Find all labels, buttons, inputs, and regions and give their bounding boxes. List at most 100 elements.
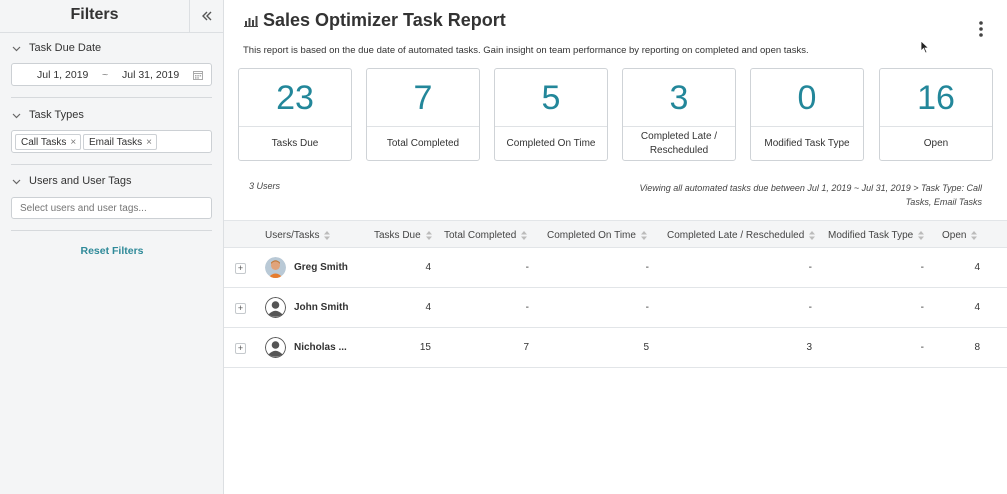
user-name[interactable]: Greg Smith [294, 262, 348, 273]
cell-completed-late: 3 [806, 342, 812, 353]
column-header-completed-on-time[interactable]: Completed On Time [547, 230, 647, 241]
task-types-toggle[interactable]: Task Types [11, 108, 212, 122]
kpi-card-completed-late[interactable]: 3 Completed Late / Rescheduled [622, 68, 736, 161]
viewing-summary: Viewing all automated tasks due between … [584, 181, 982, 209]
task-types-section: Task Types [11, 108, 212, 122]
kpi-card-tasks-due[interactable]: 23 Tasks Due [238, 68, 352, 161]
cell-open: 8 [974, 342, 980, 353]
column-header-total-completed[interactable]: Total Completed [444, 230, 528, 241]
user-avatar-icon [265, 297, 286, 318]
plus-icon[interactable]: + [235, 263, 246, 274]
divider [239, 126, 351, 127]
cell-total-completed: 7 [523, 342, 529, 353]
tag-call-tasks: Call Tasks × [15, 134, 82, 150]
title-text: Sales Optimizer Task Report [263, 10, 506, 30]
kpi-label: Completed Late / Rescheduled [640, 131, 718, 156]
kpi-label: Total Completed [386, 138, 460, 149]
viewing-summary-line: Viewing all automated tasks due between … [639, 183, 982, 193]
sort-icon [640, 231, 647, 240]
column-header-label: Modified Task Type [828, 230, 914, 241]
collapse-sidebar-button[interactable] [189, 0, 224, 32]
kpi-label: Modified Task Type [764, 138, 850, 149]
close-icon[interactable]: × [146, 137, 153, 148]
task-due-date-toggle[interactable]: Task Due Date [11, 41, 212, 55]
chevron-down-icon [12, 113, 21, 118]
kpi-card-total-completed[interactable]: 7 Total Completed [366, 68, 480, 161]
calendar-icon[interactable] [193, 70, 203, 80]
column-header-label: Tasks Due [374, 230, 421, 241]
kpi-value: 5 [541, 79, 561, 117]
double-chevron-left-icon [202, 11, 212, 21]
reset-filters-button[interactable]: Reset Filters [80, 245, 144, 257]
sort-icon [918, 231, 925, 240]
user-avatar-icon [265, 257, 286, 278]
cell-modified-task-type: - [920, 302, 924, 313]
task-due-date-label: Task Due Date [29, 42, 102, 54]
column-header-modified-task-type[interactable]: Modified Task Type [828, 230, 925, 241]
divider [367, 126, 479, 127]
start-date[interactable]: Jul 1, 2019 [37, 69, 89, 81]
sort-icon [809, 231, 816, 240]
kpi-value: 23 [276, 79, 314, 117]
report-main: Sales Optimizer Task Report This report … [224, 0, 1007, 494]
tag-email-tasks: Email Tasks × [83, 134, 158, 150]
kpi-label: Completed On Time [506, 138, 596, 149]
task-types-label: Task Types [29, 109, 84, 121]
chevron-down-icon [12, 179, 21, 184]
kpi-label: Open [923, 138, 949, 149]
page-title: Sales Optimizer Task Report [244, 10, 506, 31]
column-header-open[interactable]: Open [942, 230, 978, 241]
chevron-down-icon [12, 46, 21, 51]
close-icon[interactable]: × [70, 137, 77, 148]
cell-modified-task-type: - [920, 262, 924, 273]
cell-completed-on-time: 5 [643, 342, 649, 353]
kpi-card-modified-task-type[interactable]: 0 Modified Task Type [750, 68, 864, 161]
cell-open: 4 [974, 302, 980, 313]
cell-modified-task-type: - [920, 342, 924, 353]
plus-icon[interactable]: + [235, 343, 246, 354]
kebab-menu-icon[interactable] [976, 20, 986, 38]
column-header-label: Completed On Time [547, 230, 636, 241]
divider [623, 126, 735, 127]
users-toggle[interactable]: Users and User Tags [11, 174, 212, 188]
sort-icon [521, 231, 528, 240]
kpi-value: 3 [669, 79, 689, 117]
user-name[interactable]: John Smith [294, 302, 349, 313]
column-header-completed-late[interactable]: Completed Late / Rescheduled [667, 230, 816, 241]
user-name[interactable]: Nicholas ... [294, 342, 347, 353]
divider [11, 230, 212, 231]
task-due-date-section: Task Due Date [11, 41, 212, 55]
kpi-value: 7 [413, 79, 433, 117]
report-table: Users/Tasks Tasks Due Total Completed Co… [224, 220, 1007, 368]
kpi-value: 0 [797, 79, 817, 117]
kpi-card-open[interactable]: 16 Open [879, 68, 993, 161]
cell-tasks-due: 15 [419, 342, 431, 353]
column-header-users[interactable]: Users/Tasks [265, 230, 331, 241]
sort-icon [425, 231, 432, 240]
bar-chart-icon [244, 15, 258, 27]
users-search-input[interactable] [11, 197, 212, 219]
sidebar-title: Filters [70, 6, 119, 23]
plus-icon[interactable]: + [235, 303, 246, 314]
column-header-tasks-due[interactable]: Tasks Due [374, 230, 432, 241]
viewing-summary-line: Tasks, Email Tasks [905, 197, 982, 207]
divider [11, 164, 212, 165]
divider [751, 126, 863, 127]
table-row: + John Smith 4 - - - - 4 [224, 288, 1007, 328]
cell-tasks-due: 4 [425, 262, 431, 273]
divider [880, 126, 992, 127]
task-types-select[interactable]: Call Tasks × Email Tasks × [11, 130, 212, 153]
user-avatar-icon [265, 337, 286, 358]
tag-label: Call Tasks [21, 137, 67, 148]
cell-total-completed: - [525, 302, 529, 313]
kpi-card-completed-on-time[interactable]: 5 Completed On Time [494, 68, 608, 161]
divider [11, 97, 212, 98]
column-header-label: Users/Tasks [265, 230, 320, 241]
divider [495, 126, 607, 127]
end-date[interactable]: Jul 31, 2019 [122, 69, 180, 81]
date-range-picker[interactable]: Jul 1, 2019 ~ Jul 31, 2019 [11, 63, 212, 86]
cell-tasks-due: 4 [425, 302, 431, 313]
column-header-label: Completed Late / Rescheduled [667, 230, 805, 241]
cell-completed-late: - [808, 302, 812, 313]
cell-completed-on-time: - [645, 262, 649, 273]
